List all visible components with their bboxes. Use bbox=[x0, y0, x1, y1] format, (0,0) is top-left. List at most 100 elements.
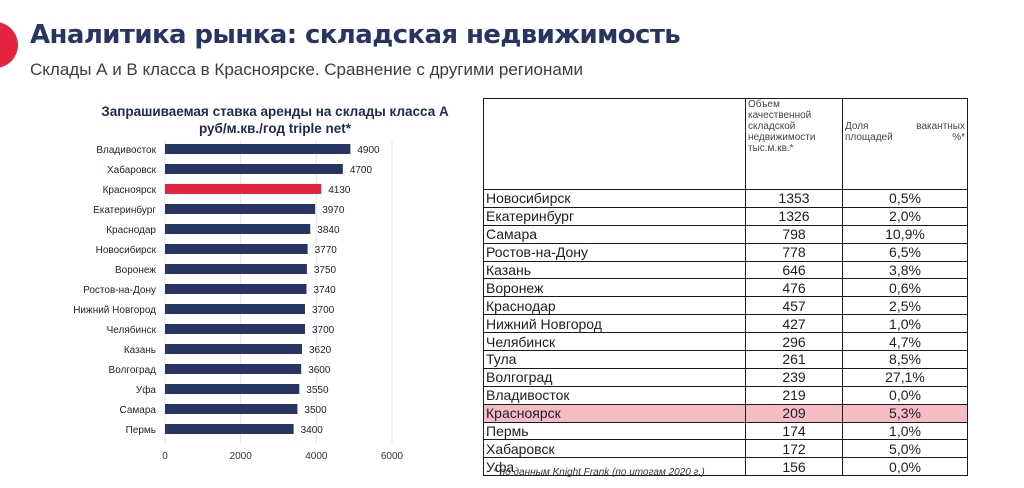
table-cell-volume: 209 bbox=[745, 403, 843, 423]
bar bbox=[165, 424, 294, 434]
table-cell-city: Владивосток bbox=[483, 385, 746, 405]
table-cell-vacancy: 2,0% bbox=[842, 206, 968, 226]
table-cell-city: Хабаровск bbox=[483, 439, 746, 459]
table-cell-volume: 239 bbox=[745, 367, 843, 387]
table-cell-vacancy: 0,6% bbox=[842, 278, 968, 298]
category-label: Воронеж bbox=[115, 265, 156, 276]
bar bbox=[165, 264, 307, 274]
data-label: 3970 bbox=[322, 205, 345, 216]
table-cell-vacancy: 0,0% bbox=[842, 457, 968, 477]
table-cell-volume: 778 bbox=[745, 242, 843, 262]
table-cell-vacancy: 27,1% bbox=[842, 367, 968, 387]
table-row: Екатеринбург 1326 2,0% bbox=[483, 206, 968, 226]
category-label: Нижний Новгород bbox=[73, 305, 156, 316]
table-header-volume: Объем качественной складской недвижимост… bbox=[745, 98, 843, 190]
table-cell-vacancy: 1,0% bbox=[842, 314, 968, 334]
bar bbox=[165, 404, 298, 414]
table-cell-volume: 219 bbox=[745, 385, 843, 405]
category-label: Хабаровск bbox=[107, 164, 157, 176]
table-cell-volume: 457 bbox=[745, 296, 843, 316]
table-row: Пермь 174 1,0% bbox=[483, 421, 968, 441]
category-label: Самара bbox=[120, 405, 157, 416]
data-label: 3550 bbox=[306, 385, 329, 396]
table-cell-vacancy: 2,5% bbox=[842, 296, 968, 316]
data-label: 3620 bbox=[309, 345, 332, 356]
data-label: 3700 bbox=[312, 325, 335, 336]
table-header-row: Объем качественной складской недвижимост… bbox=[483, 98, 968, 190]
table-cell-vacancy: 3,8% bbox=[842, 260, 968, 280]
chart-title: Запрашиваемая ставка аренды на склады кл… bbox=[101, 104, 449, 136]
table-cell-volume: 798 bbox=[745, 224, 843, 244]
x-tick-label: 6000 bbox=[381, 451, 404, 462]
bar bbox=[165, 324, 305, 334]
table-row: Тула 261 8,5% bbox=[483, 350, 968, 369]
table-cell-city: Екатеринбург bbox=[483, 206, 746, 226]
table-row: Нижний Новгород 427 1,0% bbox=[483, 314, 968, 334]
x-tick-label: 4000 bbox=[305, 451, 328, 462]
accent-circle bbox=[0, 22, 18, 68]
table-cell-vacancy: 4,7% bbox=[842, 332, 968, 352]
table-row: Челябинск 296 4,7% bbox=[483, 332, 968, 352]
table-cell-city: Волгоград bbox=[483, 367, 746, 387]
table-cell-city: Челябинск bbox=[483, 332, 746, 352]
category-label: Челябинск bbox=[107, 324, 157, 336]
table-body: Новосибирск 1353 0,5% Екатеринбург 1326 2,0% С… bbox=[483, 189, 968, 477]
table-row: Воронеж 476 0,6% bbox=[483, 278, 968, 298]
table-cell-volume: 1353 bbox=[745, 189, 843, 208]
table-row: Ростов-на-Дону 778 6,5% bbox=[483, 242, 968, 262]
bar bbox=[165, 164, 343, 174]
table-row: Уфа 156 0,0% bbox=[483, 457, 968, 477]
table-row: Краснодар 457 2,5% bbox=[483, 296, 968, 316]
table-row: Красноярск 209 5,3% bbox=[483, 403, 968, 423]
table-cell-vacancy: 8,5% bbox=[842, 350, 968, 369]
category-label: Владивосток bbox=[96, 145, 156, 156]
table-cell-city: Краснодар bbox=[483, 296, 746, 316]
category-label: Волгоград bbox=[109, 365, 157, 376]
table-cell-volume: 261 bbox=[745, 350, 843, 369]
page-subtitle: Склады А и В класса в Красноярске. Сравн… bbox=[30, 60, 583, 79]
table-row: Волгоград 239 27,1% bbox=[483, 367, 968, 387]
data-label: 3500 bbox=[304, 405, 327, 416]
table-cell-volume: 1326 bbox=[745, 206, 843, 226]
bar bbox=[165, 224, 311, 234]
data-label: 4700 bbox=[350, 165, 373, 176]
table-cell-city: Казань bbox=[483, 260, 746, 280]
table-row: Владивосток 219 0,0% bbox=[483, 385, 968, 405]
table-cell-volume: 476 bbox=[745, 278, 843, 298]
data-label: 4130 bbox=[328, 185, 351, 196]
regions-table: Объем качественной складской недвижимост… bbox=[483, 98, 968, 477]
table-header-vacancy: Доля вакантных площадей %* bbox=[842, 98, 968, 190]
x-tick-label: 0 bbox=[162, 451, 168, 462]
page-title: Аналитика рынка: складская недвижимость bbox=[30, 20, 681, 50]
data-label: 3600 bbox=[308, 365, 331, 376]
table-cell-vacancy: 5,0% bbox=[842, 439, 968, 459]
table-row: Хабаровск 172 5,0% bbox=[483, 439, 968, 459]
table-cell-volume: 427 bbox=[745, 314, 843, 334]
table-cell-city: Нижний Новгород bbox=[483, 314, 746, 334]
table-cell-city: Новосибирск bbox=[483, 189, 746, 208]
category-label: Пермь bbox=[126, 425, 156, 436]
bar bbox=[165, 244, 308, 254]
table-row: Новосибирск 1353 0,5% bbox=[483, 189, 968, 208]
table-cell-city: Воронеж bbox=[483, 278, 746, 298]
category-label: Ростов-на-Дону bbox=[83, 285, 156, 296]
category-label: Красноярск bbox=[103, 185, 157, 196]
data-label: 3770 bbox=[315, 245, 338, 256]
table-cell-city: Уфа bbox=[483, 457, 746, 477]
bar bbox=[165, 284, 307, 294]
data-label: 3700 bbox=[312, 305, 335, 316]
bar bbox=[165, 184, 322, 194]
table-cell-city: Красноярск bbox=[483, 403, 746, 423]
table-cell-city: Пермь bbox=[483, 421, 746, 441]
bar bbox=[165, 304, 305, 314]
table-row: Самара 798 10,9% bbox=[483, 224, 968, 244]
bar bbox=[165, 204, 316, 214]
table-cell-vacancy: 5,3% bbox=[842, 403, 968, 423]
category-label: Уфа bbox=[136, 384, 157, 396]
table-cell-vacancy: 6,5% bbox=[842, 242, 968, 262]
table-cell-city: Тула bbox=[483, 350, 746, 369]
bar bbox=[165, 384, 300, 394]
category-label: Екатеринбург bbox=[93, 204, 156, 216]
table-cell-vacancy: 0,0% bbox=[842, 385, 968, 405]
table-cell-city: Ростов-на-Дону bbox=[483, 242, 746, 262]
